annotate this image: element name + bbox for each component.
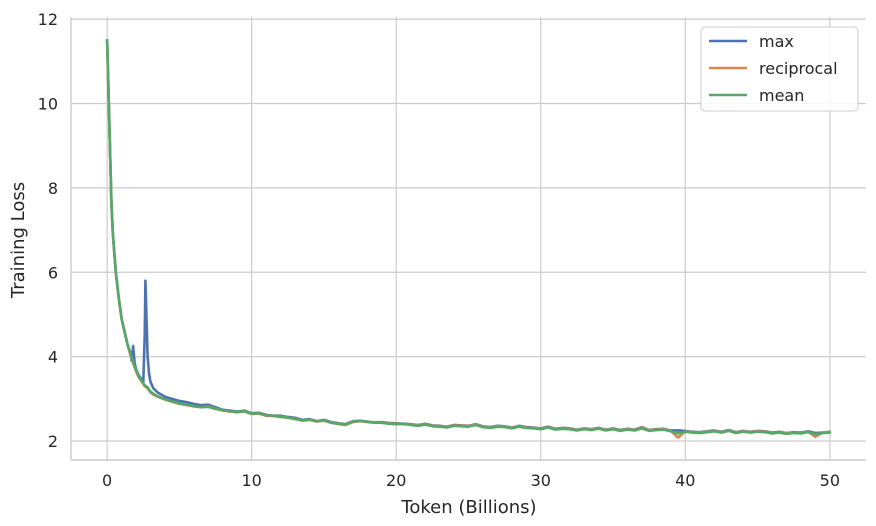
legend-label-max: max <box>759 32 794 51</box>
y-tick-label: 4 <box>48 348 58 367</box>
y-tick-label: 6 <box>48 263 58 282</box>
x-tick-label: 50 <box>820 471 840 490</box>
x-tick-label: 20 <box>386 471 406 490</box>
y-tick-label: 12 <box>38 10 58 29</box>
x-tick-label: 40 <box>675 471 695 490</box>
y-axis-label: Training Loss <box>8 182 29 299</box>
legend: max reciprocal mean <box>701 27 858 111</box>
x-tick-labels: 0 10 20 30 40 50 <box>102 471 840 490</box>
y-tick-label: 2 <box>48 432 58 451</box>
y-tick-label: 10 <box>38 94 58 113</box>
x-tick-label: 30 <box>531 471 551 490</box>
x-tick-label: 10 <box>242 471 262 490</box>
y-tick-labels: 2 4 6 8 10 12 <box>38 10 58 451</box>
legend-label-mean: mean <box>759 86 804 105</box>
x-axis-label: Token (Billions) <box>400 497 536 518</box>
y-tick-label: 8 <box>48 179 58 198</box>
legend-label-reciprocal: reciprocal <box>759 59 838 78</box>
x-tick-label: 0 <box>102 471 112 490</box>
